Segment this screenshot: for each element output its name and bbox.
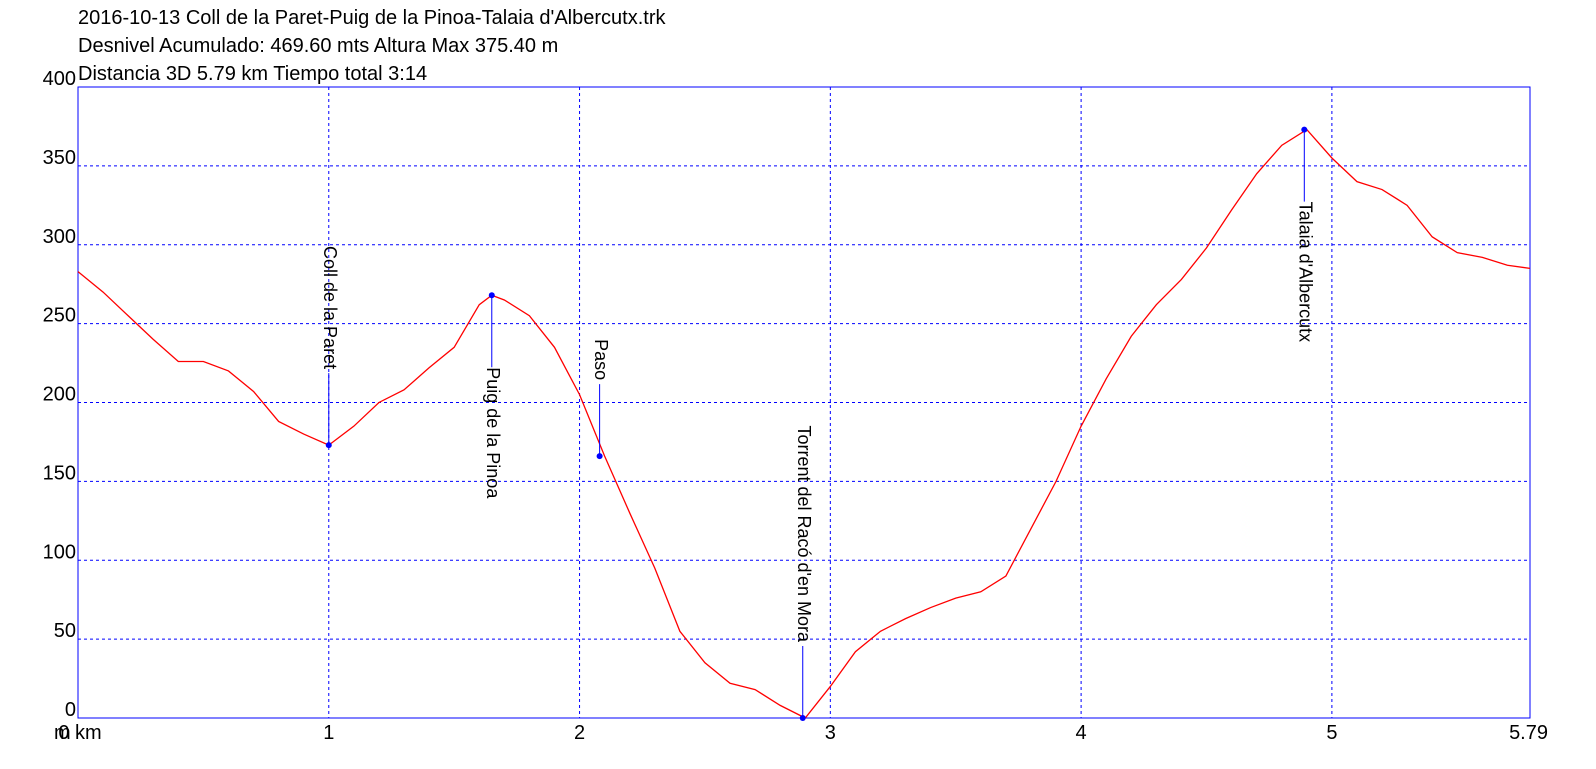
x-tick-label: 2 [574,722,585,744]
waypoint-label-group: Puig de la Pinoa [483,367,503,499]
x-tick-label: 1 [323,722,334,744]
title-line: 2016-10-13 Coll de la Paret-Puig de la P… [78,7,666,29]
profile-line [77,128,1531,719]
waypoint-label: Talaia d'Albercutx [1296,202,1316,343]
waypoint-label-group: Torrent del Racó d'en Mora [794,425,814,643]
waypoint-label: Torrent del Racó d'en Mora [794,425,814,643]
y-tick-label: 150 [43,462,76,484]
y-tick-label: 350 [43,147,76,169]
x-tick-label: 5 [1326,722,1337,744]
x-tick-label: 4 [1076,722,1087,744]
y-tick-label: 0 [65,699,76,721]
waypoint-label-group: Talaia d'Albercutx [1296,202,1316,343]
y-tick-label: 400 [43,68,76,90]
waypoint-label-group: Paso [591,339,611,380]
y-tick-label: 100 [43,541,76,563]
waypoint-marker [1301,126,1308,133]
title-line: Desnivel Acumulado: 469.60 mts Altura Ma… [78,35,558,57]
waypoint-marker [325,442,332,449]
y-tick-label: 200 [43,384,76,406]
waypoint-label: Paso [591,339,611,380]
x-tick-label: 0 km [58,722,101,744]
y-tick-label: 50 [54,620,76,642]
waypoint-label: Coll de la Paret [320,246,340,369]
y-tick-label: 300 [43,226,76,248]
waypoint-marker [799,715,806,721]
waypoint-label: Puig de la Pinoa [483,367,503,499]
y-axis-label: m [54,722,71,744]
waypoint-label-group: Coll de la Paret [320,246,340,369]
title-line: Distancia 3D 5.79 km Tiempo total 3:14 [78,63,427,85]
x-tick-label: 5.79 [1509,722,1548,744]
x-tick-label: 3 [825,722,836,744]
waypoint-marker [488,292,495,299]
waypoint-marker [596,453,603,460]
y-tick-label: 250 [43,305,76,327]
